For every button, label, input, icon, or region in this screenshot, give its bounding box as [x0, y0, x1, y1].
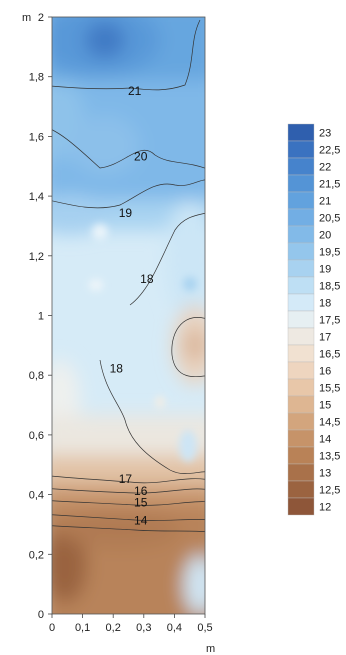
legend-label: 15 [319, 400, 331, 412]
y-tick-label: 0 [38, 609, 44, 621]
legend-label: 23 [319, 128, 331, 140]
legend-swatch [287, 225, 315, 244]
x-axis-label: m [206, 643, 215, 655]
legend-swatch [287, 344, 315, 363]
y-tick-label: 1,2 [29, 251, 44, 263]
legend-label: 20,5 [319, 213, 340, 225]
legend-label: 17 [319, 332, 331, 344]
legend-swatch [287, 140, 315, 159]
legend-label: 13 [319, 468, 331, 480]
contour-label: 18 [110, 361, 124, 375]
legend-swatch [287, 480, 315, 499]
legend-swatch [287, 259, 315, 278]
x-tick-label: 0 [49, 622, 55, 634]
legend-swatch [287, 446, 315, 465]
legend-swatch [287, 191, 315, 210]
legend-swatch [287, 242, 315, 261]
contour-label: 17 [119, 472, 133, 486]
legend-label: 12 [319, 502, 331, 514]
x-axis: 0 0,1 0,2 0,3 0,4 0,5 [49, 614, 213, 634]
legend-swatch [287, 123, 315, 142]
legend-label: 16,5 [319, 349, 340, 361]
legend-label: 22 [319, 162, 331, 174]
legend-swatch [287, 208, 315, 227]
y-axis: 0 0,2 0,4 0,6 0,8 1 1,2 1,4 1,6 1,8 2 [29, 12, 52, 621]
legend-label: 18 [319, 298, 331, 310]
y-tick-label: 1,8 [29, 72, 44, 84]
legend-swatch [287, 497, 315, 516]
x-tick-label: 0,1 [75, 622, 90, 634]
legend-swatch [287, 412, 315, 431]
x-tick-label: 0,3 [136, 622, 151, 634]
y-tick-label: 0,2 [29, 549, 44, 561]
contour-label: 14 [134, 514, 148, 528]
legend-label: 21 [319, 196, 331, 208]
legend-label: 12,5 [319, 485, 340, 497]
contour-label: 20 [134, 149, 148, 163]
legend-label: 17,5 [319, 315, 340, 327]
legend-swatch [287, 293, 315, 312]
legend-swatch [287, 429, 315, 448]
contour-label: 18 [140, 272, 154, 286]
y-axis-label: m [22, 12, 31, 24]
contour-label: 21 [128, 84, 142, 98]
y-tick-label: 0,4 [29, 490, 44, 502]
legend-swatch [287, 327, 315, 346]
contour-field [52, 17, 205, 614]
legend-swatch [287, 157, 315, 176]
legend-label: 14 [319, 434, 331, 446]
y-tick-label: 1,6 [29, 131, 44, 143]
contour-label: 19 [119, 206, 133, 220]
contour-label: 16 [134, 484, 148, 498]
color-legend: 23 22,5 22 21,5 21 20,5 20 19,5 19 18,5 18 17,5 17 16… [287, 123, 340, 516]
legend-label: 13,5 [319, 451, 340, 463]
legend-label: 19,5 [319, 247, 340, 259]
y-tick-label: 0,8 [29, 370, 44, 382]
contour-label: 15 [134, 496, 148, 510]
legend-label: 20 [319, 230, 331, 242]
x-tick-label: 0,5 [197, 622, 212, 634]
y-tick-label: 1 [38, 311, 44, 323]
legend-label: 15,5 [319, 383, 340, 395]
legend-swatch [287, 310, 315, 329]
y-tick-label: 0,6 [29, 430, 44, 442]
legend-swatch [287, 378, 315, 397]
legend-label: 22,5 [319, 145, 340, 157]
legend-swatch [287, 276, 315, 295]
legend-swatch [287, 395, 315, 414]
legend-label: 18,5 [319, 281, 340, 293]
y-tick-label: 1,4 [29, 191, 44, 203]
x-tick-label: 0,4 [167, 622, 182, 634]
legend-label: 19 [319, 264, 331, 276]
legend-swatch [287, 174, 315, 193]
y-tick-label: 2 [38, 12, 44, 24]
legend-label: 14,5 [319, 417, 340, 429]
legend-swatch [287, 463, 315, 482]
legend-swatch [287, 361, 315, 380]
x-tick-label: 0,2 [106, 622, 121, 634]
legend-label: 21,5 [319, 179, 340, 191]
legend-label: 16 [319, 366, 331, 378]
